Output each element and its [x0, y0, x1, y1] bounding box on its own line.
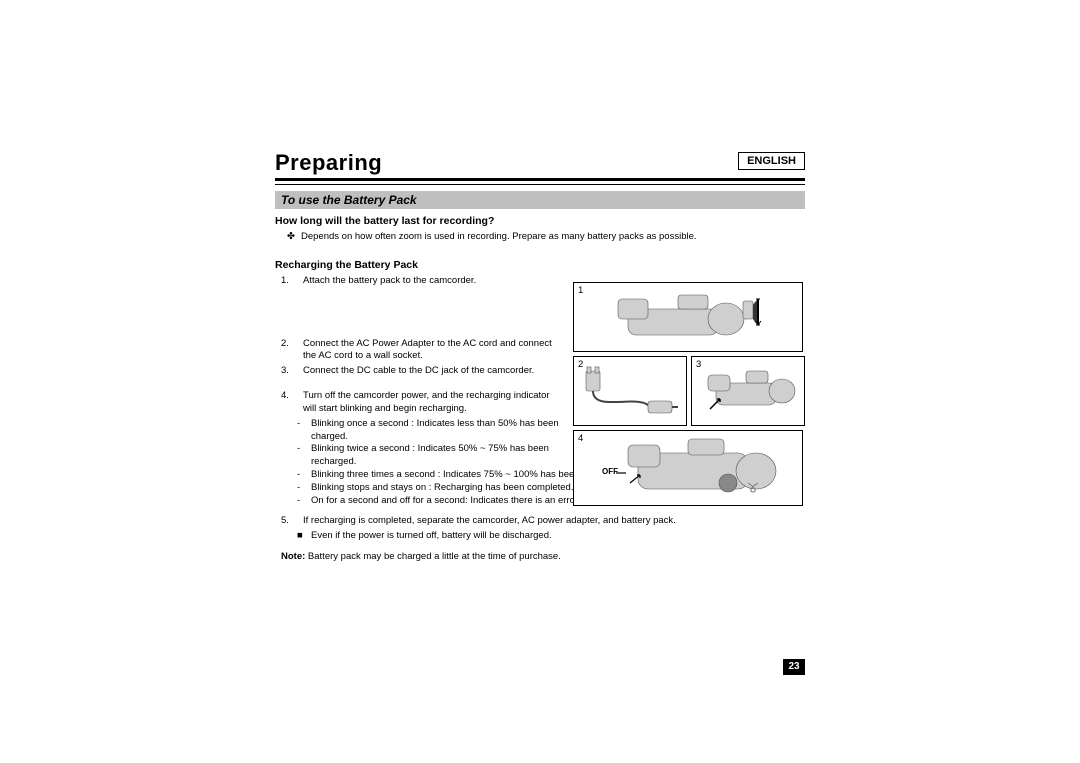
step-text: Attach the battery pack to the camcorder… — [303, 275, 565, 288]
step-text: Turn off the camcorder power, and the re… — [303, 390, 565, 416]
note-label: Note: — [281, 551, 305, 562]
subheading-battery-life: How long will the battery last for recor… — [275, 215, 805, 227]
figure-area: 1 2 — [573, 282, 805, 510]
figure-number: 2 — [578, 359, 583, 370]
bullet-text: Depends on how often zoom is used in rec… — [301, 231, 697, 244]
step-text: Connect the AC Power Adapter to the AC c… — [303, 338, 565, 364]
step-5-sub: ■ Even if the power is turned off, batte… — [297, 530, 805, 543]
dash-icon: - — [297, 418, 311, 444]
bullet-marker: ✤ — [287, 231, 301, 244]
figure-number: 3 — [696, 359, 701, 370]
step-4-sub: - Blinking twice a second : Indicates 50… — [297, 443, 565, 469]
sub-text: Blinking twice a second : Indicates 50% … — [311, 443, 565, 469]
step-number: 2. — [275, 338, 303, 364]
step-4-sub: - Blinking once a second : Indicates les… — [297, 418, 565, 444]
figure-number: 4 — [578, 433, 583, 444]
step-2: 2. Connect the AC Power Adapter to the A… — [275, 338, 565, 364]
camcorder-icon — [608, 289, 768, 345]
step-number: 5. — [275, 515, 303, 528]
sub-text: Blinking stops and stays on : Recharging… — [311, 482, 573, 495]
dash-icon: - — [297, 495, 311, 508]
adapter-icon — [580, 363, 680, 419]
page-title: Preparing — [275, 150, 805, 176]
figure-3: 3 — [691, 356, 805, 426]
figure-1: 1 — [573, 282, 803, 352]
camcorder-icon — [698, 363, 798, 419]
step-text: Connect the DC cable to the DC jack of t… — [303, 365, 565, 378]
bullet-item: ✤ Depends on how often zoom is used in r… — [287, 231, 805, 244]
title-rule — [275, 178, 805, 185]
figure-4: 4 OFF — [573, 430, 803, 506]
off-label: OFF — [602, 467, 618, 476]
dash-icon: - — [297, 469, 311, 482]
step-5: 5. If recharging is completed, separate … — [275, 515, 805, 528]
dash-icon: - — [297, 443, 311, 469]
sub-text: Even if the power is turned off, battery… — [311, 530, 552, 543]
step-number: 4. — [275, 390, 303, 416]
figure-number: 1 — [578, 285, 583, 296]
subheading-recharging: Recharging the Battery Pack — [275, 259, 805, 271]
step-1: 1. Attach the battery pack to the camcor… — [275, 275, 565, 288]
language-label: ENGLISH — [738, 152, 805, 170]
note-text: Battery pack may be charged a little at … — [308, 551, 561, 562]
page-number: 23 — [783, 659, 805, 675]
sub-text: Blinking once a second : Indicates less … — [311, 418, 565, 444]
note: Note: Battery pack may be charged a litt… — [281, 551, 805, 562]
step-3: 3. Connect the DC cable to the DC jack o… — [275, 365, 565, 378]
step-4: 4. Turn off the camcorder power, and the… — [275, 390, 565, 416]
step-number: 1. — [275, 275, 303, 288]
dash-icon: - — [297, 482, 311, 495]
manual-page: ENGLISH Preparing To use the Battery Pac… — [0, 0, 1080, 763]
camcorder-off-icon — [588, 435, 788, 501]
figure-2: 2 — [573, 356, 687, 426]
square-icon: ■ — [297, 530, 311, 543]
section-heading: To use the Battery Pack — [275, 191, 805, 209]
step-number: 3. — [275, 365, 303, 378]
step-text: If recharging is completed, separate the… — [303, 515, 805, 528]
